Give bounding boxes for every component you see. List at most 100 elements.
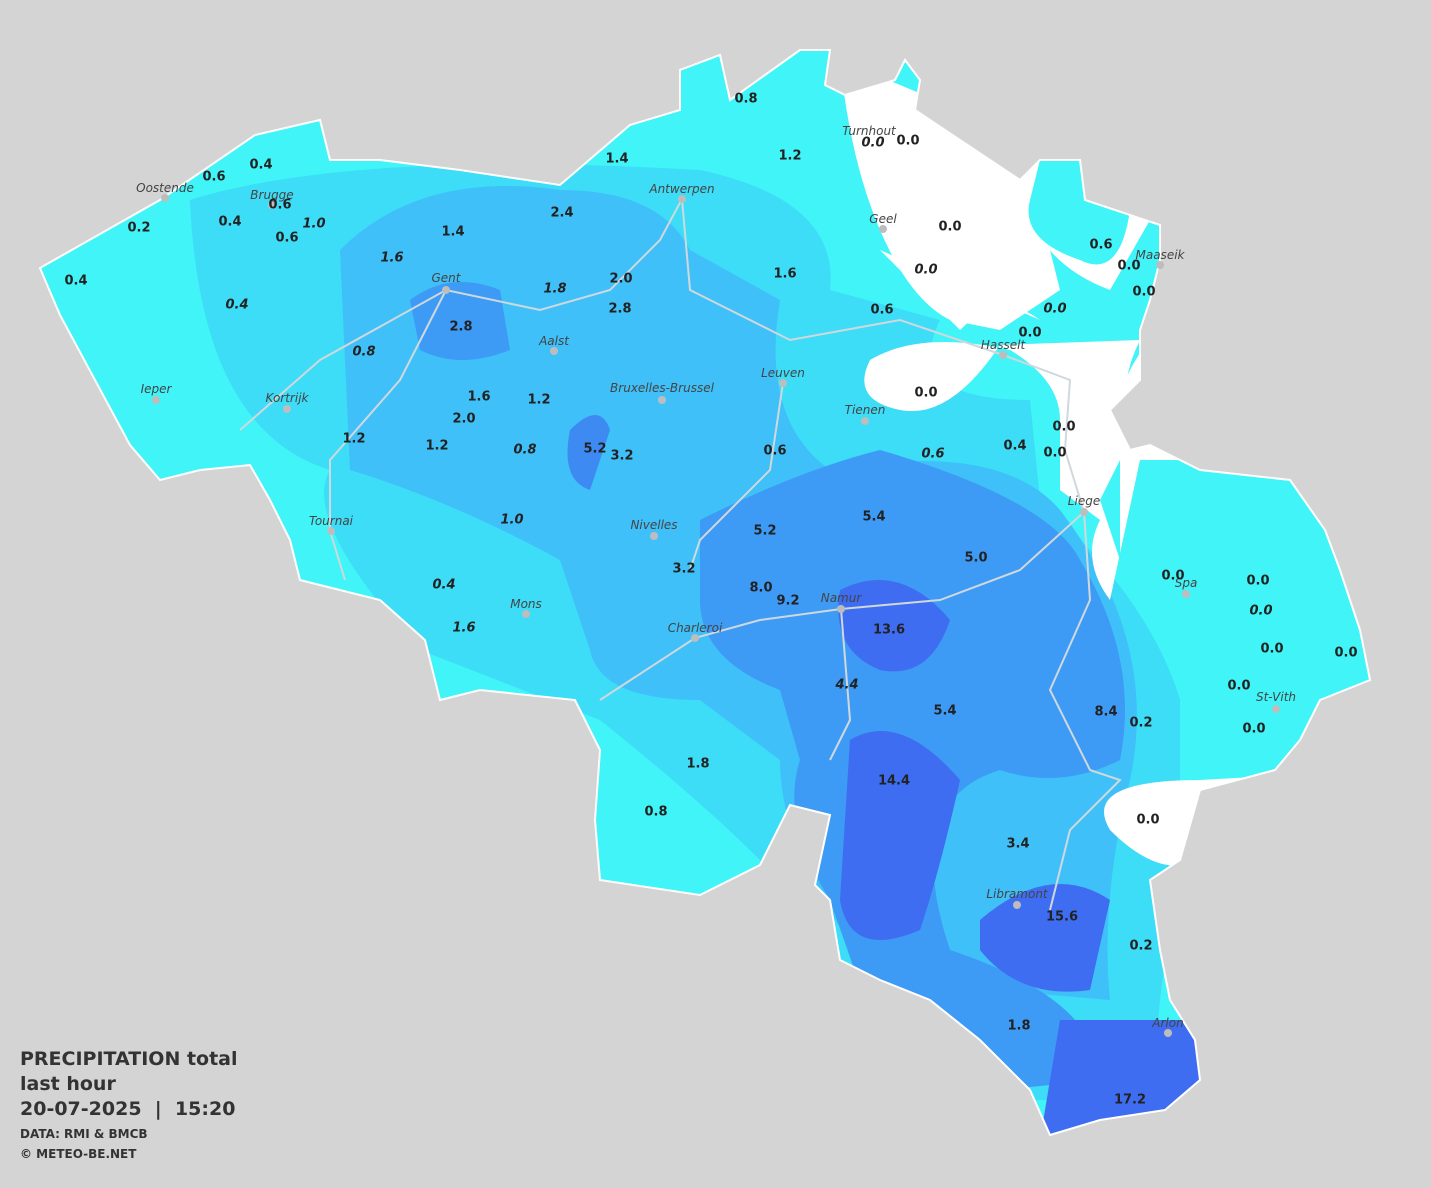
- city-dot: [1156, 261, 1164, 269]
- city-label: Spa: [1175, 576, 1198, 590]
- city-label: Tienen: [845, 403, 886, 417]
- city-label: Leuven: [761, 366, 805, 380]
- city-dot: [999, 351, 1007, 359]
- city-label: Mons: [510, 597, 542, 611]
- city-dot: [442, 286, 450, 294]
- city-label: Ieper: [141, 382, 173, 396]
- station-value: 0.0: [938, 220, 961, 235]
- station-value: 1.2: [527, 393, 550, 408]
- city-dot: [1080, 508, 1088, 516]
- city-dot: [678, 195, 686, 203]
- city-dot: [837, 605, 845, 613]
- subtitle: last hour: [20, 1073, 116, 1095]
- zone: [410, 282, 510, 360]
- credit: © METEO-BE.NET: [20, 1147, 137, 1161]
- city-dot: [779, 379, 787, 387]
- legend: PRECIPITATION total last hour 20-07-2025…: [20, 1048, 238, 1161]
- city-dot: [1272, 705, 1280, 713]
- station-value: 0.8: [352, 345, 375, 360]
- station-value: 1.6: [773, 267, 796, 282]
- station-value: 2.8: [608, 302, 631, 317]
- station-value: 1.2: [425, 439, 448, 454]
- station-value: 0.0: [1260, 642, 1283, 657]
- station-value: 2.8: [449, 320, 472, 335]
- city-label: Antwerpen: [648, 182, 714, 196]
- station-value: 0.0: [914, 386, 937, 401]
- zone: [840, 731, 960, 940]
- station-value: 5.0: [964, 551, 987, 566]
- city-dot: [283, 405, 291, 413]
- station-value: 5.4: [933, 704, 956, 719]
- station-value: 0.6: [1089, 238, 1112, 253]
- station-value: 3.2: [610, 449, 633, 464]
- station-value: 1.0: [302, 217, 325, 232]
- road: [329, 289, 447, 581]
- station-value: 0.4: [64, 274, 87, 289]
- station-value: 5.2: [753, 524, 776, 539]
- station-value: 0.0: [1117, 259, 1140, 274]
- station-value: 0.6: [921, 447, 944, 462]
- station-value: 0.0: [861, 136, 884, 151]
- station-value: 0.0: [914, 263, 937, 278]
- city-label: Geel: [869, 212, 897, 226]
- city-dot: [879, 225, 887, 233]
- city-dot: [861, 417, 869, 425]
- station-value: 0.4: [218, 215, 241, 230]
- station-value: 0.0: [1249, 604, 1272, 619]
- title: PRECIPITATION total: [20, 1048, 238, 1070]
- station-value: 17.2: [1114, 1093, 1146, 1108]
- city-dot: [522, 610, 530, 618]
- city-label: Bruxelles-Brussel: [610, 381, 715, 395]
- station-value: 0.6: [268, 198, 291, 213]
- city-label: Gent: [432, 271, 462, 285]
- station-value: 0.2: [1129, 939, 1152, 954]
- station-value: 1.8: [1007, 1019, 1030, 1034]
- station-value: 0.0: [1227, 679, 1250, 694]
- city-label: Nivelles: [630, 518, 677, 532]
- station-value: 0.0: [1242, 722, 1265, 737]
- city-label: Hasselt: [981, 338, 1027, 352]
- zone: [980, 884, 1110, 992]
- station-value: 0.2: [1129, 716, 1152, 731]
- station-value: 0.0: [1136, 813, 1159, 828]
- station-value: 0.6: [202, 170, 225, 185]
- station-value: 0.0: [1334, 646, 1357, 661]
- city-label: St-Vith: [1256, 690, 1296, 704]
- station-value: 1.6: [467, 390, 490, 405]
- road: [239, 195, 1086, 701]
- station-value: 0.2: [127, 221, 150, 236]
- city-label: Arlon: [1151, 1016, 1183, 1030]
- city-dot: [1164, 1029, 1172, 1037]
- city-label: Aalst: [538, 334, 570, 348]
- station-value: 1.2: [342, 432, 365, 447]
- station-value: 4.4: [834, 678, 858, 693]
- stations: 0.81.20.0 0.00.40.61.40.60.4 1.00.60.22.41…: [64, 92, 1357, 1108]
- station-value: 0.8: [734, 92, 757, 107]
- station-value: 2.4: [550, 206, 573, 221]
- city-label: Namur: [821, 591, 863, 605]
- station-value: 0.0: [1043, 446, 1066, 461]
- station-value: 5.4: [862, 510, 885, 525]
- road: [829, 511, 1122, 911]
- zone: [864, 340, 1140, 600]
- station-value: 0.0: [896, 134, 919, 149]
- roads: [239, 195, 1122, 911]
- station-value: 15.6: [1046, 910, 1078, 925]
- city-label: Turnhout: [842, 124, 897, 138]
- city-label: Liege: [1068, 494, 1100, 508]
- station-value: 0.0: [1132, 285, 1155, 300]
- station-value: 8.4: [1094, 705, 1117, 720]
- city-dot: [691, 634, 699, 642]
- station-value: 1.2: [778, 149, 801, 164]
- city-dot: [268, 201, 276, 209]
- station-value: 13.6: [873, 623, 905, 638]
- station-value: 1.6: [452, 621, 475, 636]
- zone: [838, 580, 950, 672]
- station-value: 0.0: [1052, 420, 1075, 435]
- datetime: 20-07-2025 | 15:20: [20, 1098, 235, 1120]
- station-value: 0.0: [1161, 569, 1184, 584]
- station-value: 1.6: [380, 251, 403, 266]
- station-value: 0.4: [249, 158, 272, 173]
- station-value: 3.2: [672, 562, 695, 577]
- station-value: 8.0: [749, 581, 772, 596]
